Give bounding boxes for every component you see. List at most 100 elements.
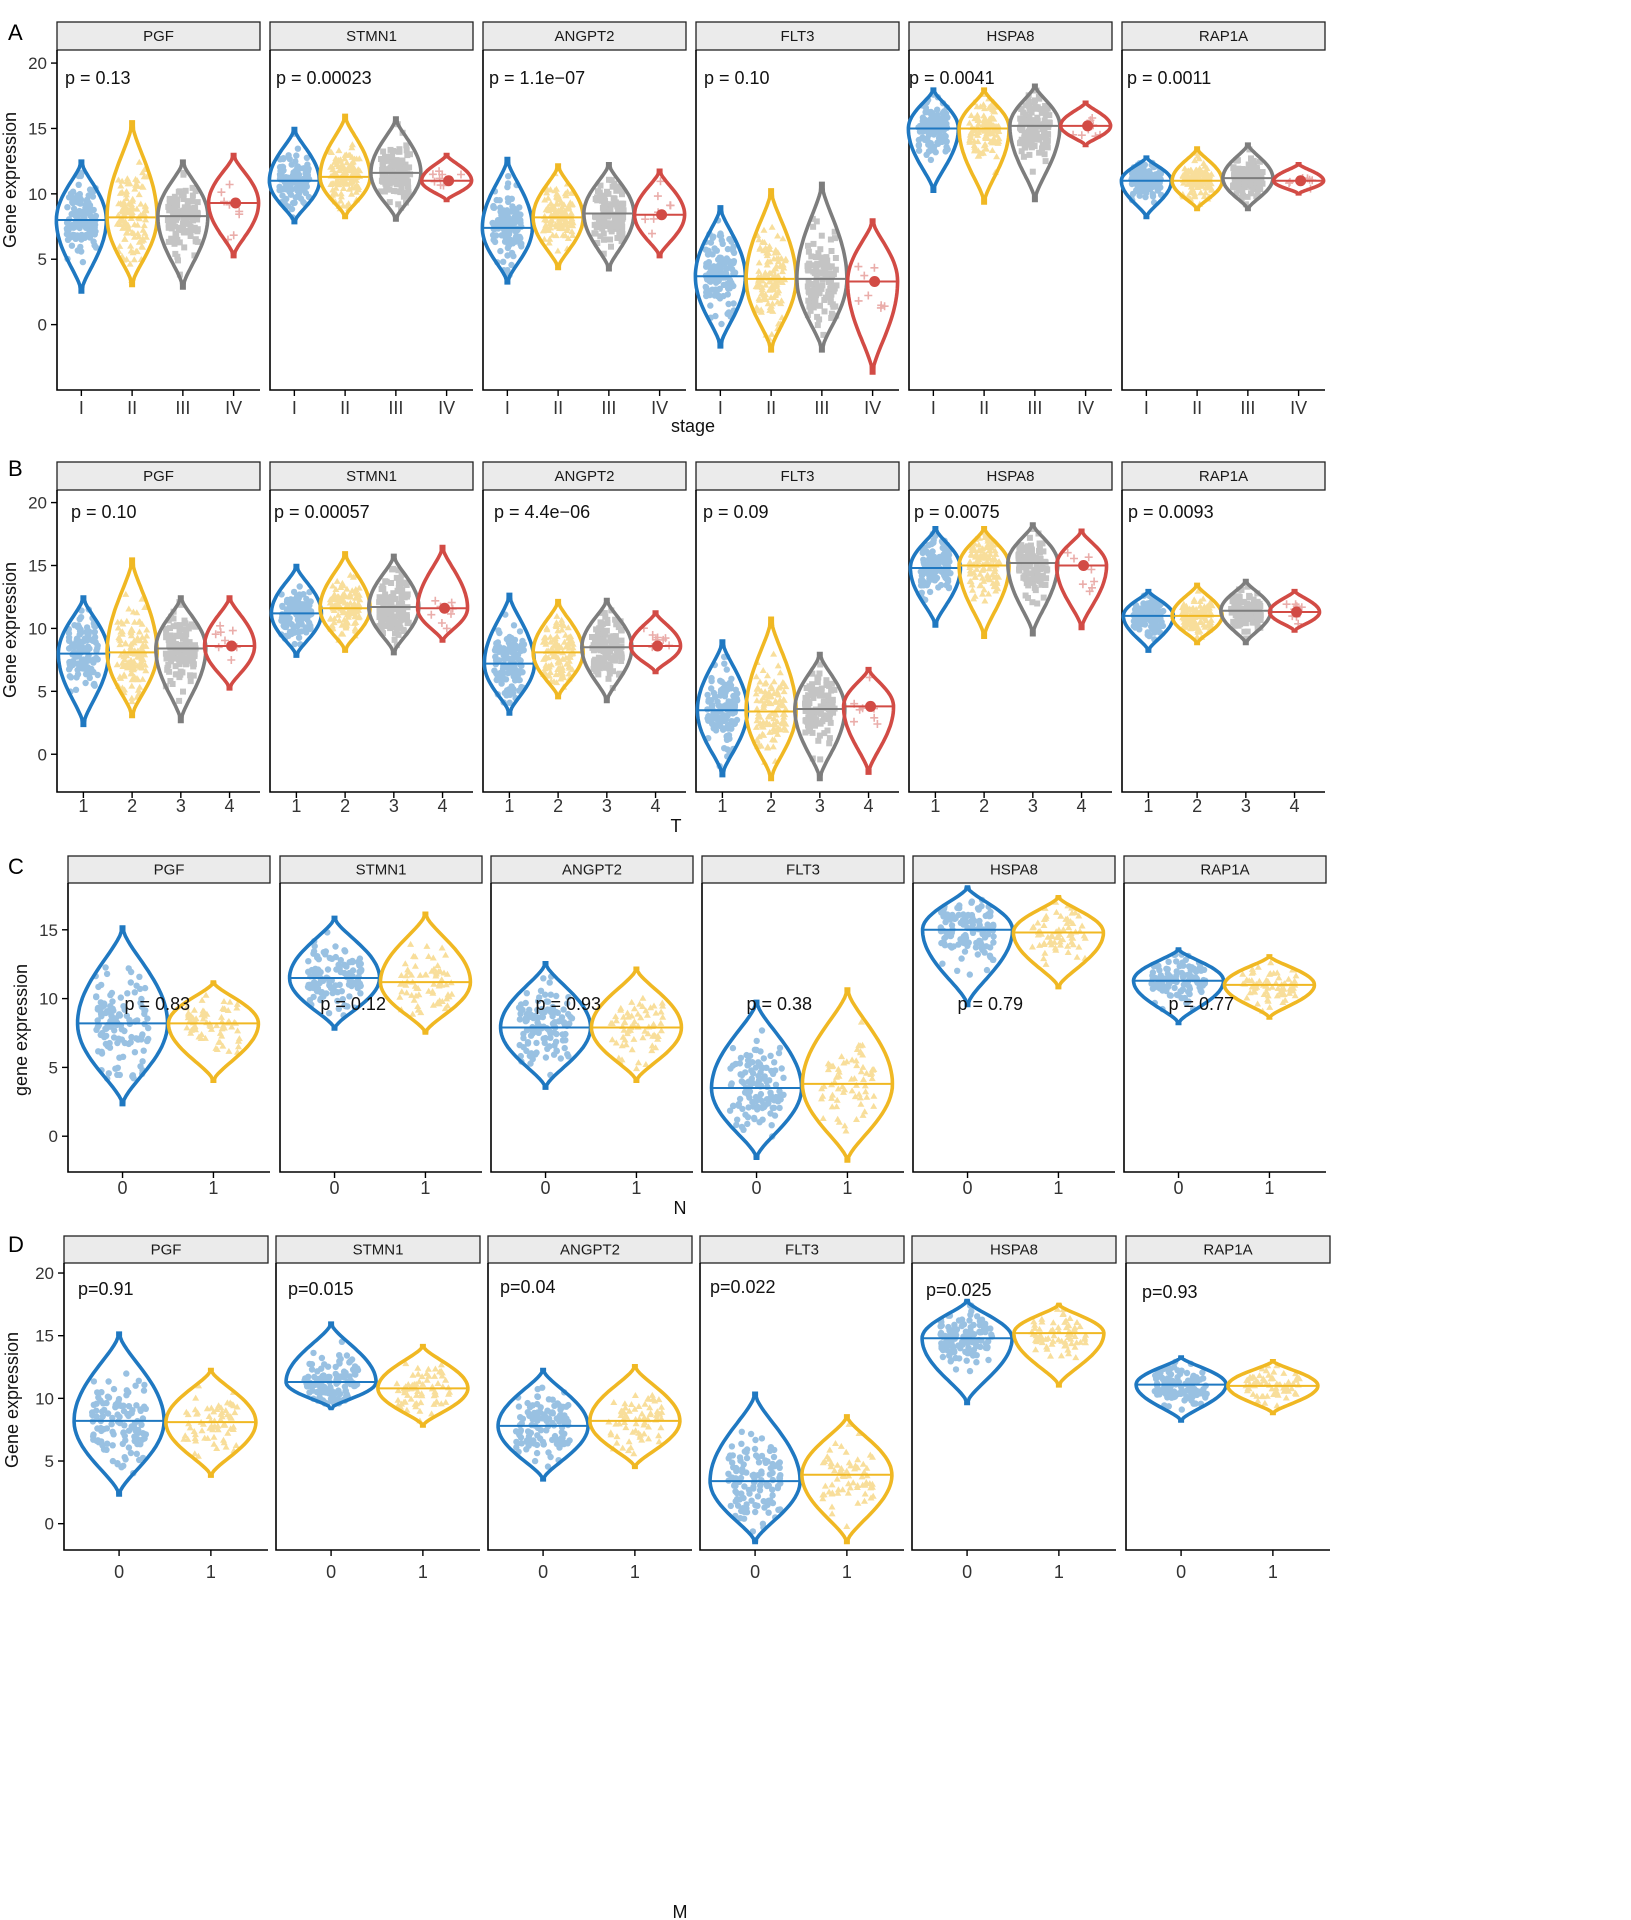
data-point (510, 685, 517, 693)
data-point (1235, 593, 1242, 600)
facet-title: ANGPT2 (554, 28, 614, 45)
data-point (185, 209, 192, 216)
data-point (72, 212, 79, 219)
data-point (770, 650, 778, 657)
data-point (180, 196, 187, 202)
y-tick-label: 0 (38, 745, 47, 764)
data-point (295, 184, 302, 191)
facet-title: HSPA8 (986, 28, 1034, 45)
data-point (814, 322, 821, 329)
data-point (132, 175, 140, 182)
data-point (85, 206, 92, 213)
data-point (115, 1035, 122, 1042)
data-point (599, 225, 606, 232)
data-point (87, 636, 95, 643)
data-point (191, 210, 198, 217)
data-point (971, 592, 979, 599)
data-point (64, 227, 71, 234)
data-point (89, 207, 97, 214)
data-point (817, 246, 824, 253)
data-point (552, 185, 560, 192)
data-point (125, 605, 133, 612)
data-point (120, 204, 127, 211)
data-point (287, 191, 295, 198)
data-point (172, 250, 179, 257)
data-point (279, 192, 286, 199)
data-point (1146, 602, 1154, 610)
data-point (388, 165, 395, 172)
data-point (170, 197, 176, 204)
x-tick-label: III (388, 398, 403, 418)
data-point (302, 624, 309, 631)
data-point (334, 178, 342, 185)
data-point (78, 248, 85, 255)
data-point (594, 631, 601, 638)
data-point (928, 540, 936, 547)
data-point (811, 721, 818, 728)
x-tick-label: II (553, 398, 563, 418)
data-point (727, 685, 735, 692)
data-point (69, 194, 77, 202)
x-tick-label: I (1144, 398, 1149, 418)
data-point (755, 267, 763, 274)
data-point (395, 148, 402, 155)
data-point (505, 173, 512, 180)
data-point (301, 165, 308, 172)
data-point (1031, 99, 1038, 106)
data-point (180, 229, 187, 236)
data-point (725, 309, 733, 316)
data-point (172, 206, 179, 213)
data-point (612, 214, 619, 220)
data-point (280, 167, 287, 174)
data-point (185, 220, 192, 227)
x-tick-label: 1 (78, 796, 88, 816)
jitter-points (915, 91, 951, 164)
x-tick-label: I (505, 398, 510, 418)
data-point (294, 185, 301, 192)
data-point (73, 637, 80, 644)
data-point (511, 647, 518, 655)
data-point (1132, 606, 1139, 613)
data-point (721, 693, 729, 700)
data-point (504, 252, 511, 259)
data-point (90, 206, 97, 214)
data-point (122, 191, 130, 198)
data-point (1026, 102, 1032, 109)
data-point (181, 217, 188, 224)
data-point (141, 206, 149, 213)
data-point (395, 158, 402, 165)
data-point (818, 232, 825, 239)
x-tick-label: 4 (225, 796, 235, 816)
group-mean-point (656, 209, 668, 221)
data-point (1025, 582, 1032, 589)
data-point (342, 174, 350, 181)
data-point (190, 672, 197, 679)
data-point (144, 1015, 151, 1022)
data-point (607, 226, 614, 233)
data-point (347, 161, 355, 168)
data-point (181, 204, 188, 211)
data-point (339, 202, 347, 209)
data-point (277, 172, 284, 180)
data-point (355, 183, 362, 190)
data-point (276, 163, 284, 171)
data-point (734, 697, 741, 704)
data-point (774, 662, 782, 669)
data-point (725, 300, 732, 308)
data-point (832, 255, 839, 261)
data-point (119, 224, 127, 231)
data-point (490, 225, 497, 233)
data-point (113, 220, 121, 227)
data-point (1134, 182, 1141, 189)
data-point (1029, 168, 1036, 175)
data-point (70, 224, 77, 231)
data-point (184, 639, 191, 646)
data-point (69, 231, 77, 239)
data-point (729, 718, 736, 725)
facet-title: STMN1 (346, 28, 397, 45)
data-point (140, 173, 148, 180)
facet-axes (56, 50, 260, 391)
data-point (711, 245, 718, 252)
